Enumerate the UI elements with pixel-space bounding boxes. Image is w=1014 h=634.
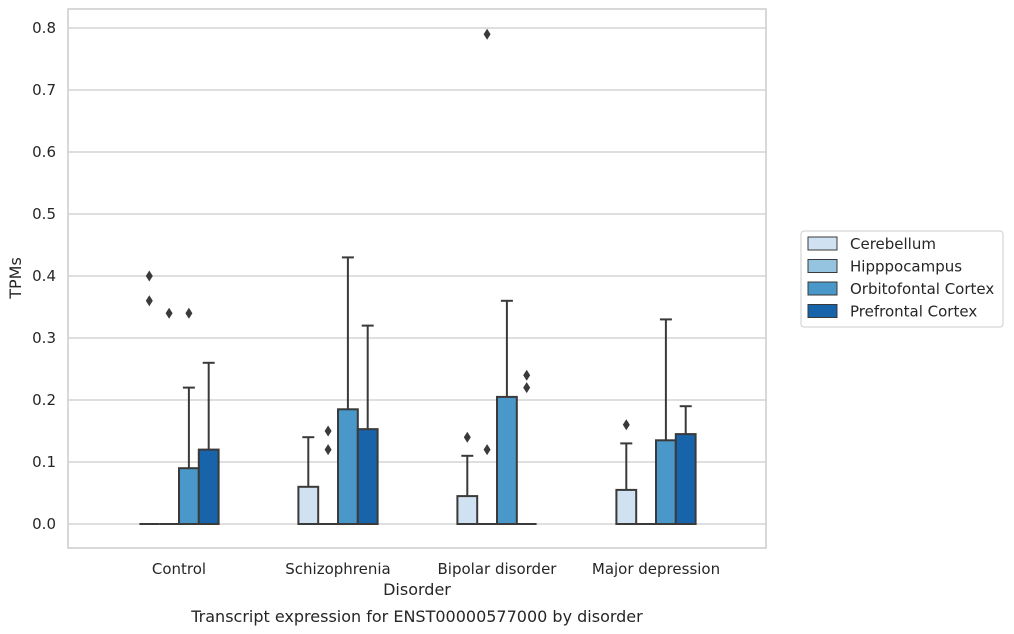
box-hipppocampus xyxy=(318,425,338,525)
y-tick-label: 0.2 xyxy=(32,391,56,409)
y-tick-label: 0.8 xyxy=(32,19,56,37)
box-prefrontal-cortex xyxy=(516,369,537,525)
outlier-point xyxy=(483,444,491,456)
x-tick-label: Schizophrenia xyxy=(285,560,390,578)
box-body xyxy=(356,428,379,526)
box-cerebellum xyxy=(139,270,160,525)
y-tick-label: 0.6 xyxy=(32,143,56,161)
legend-label: Orbitofontal Cortex xyxy=(850,280,994,298)
outlier-point xyxy=(145,295,153,307)
outlier-point xyxy=(324,444,332,456)
chart-caption: Transcript expression for ENST0000057700… xyxy=(190,607,643,626)
box-cerebellum xyxy=(297,436,320,525)
box-hipppocampus xyxy=(477,28,497,525)
y-tick-label: 0.0 xyxy=(32,515,56,533)
legend-frame xyxy=(800,230,1004,328)
legend: Cerebellum Hipppocampus Orbitofontal Corte… xyxy=(800,230,1004,328)
box-body xyxy=(674,433,697,526)
x-tick-label: Control xyxy=(152,560,206,578)
box-layer xyxy=(139,28,697,526)
outlier-point xyxy=(622,419,630,431)
box-cerebellum xyxy=(615,419,638,525)
gridlines xyxy=(68,27,766,525)
box-prefrontal-cortex xyxy=(356,324,379,526)
y-tick-label: 0.3 xyxy=(32,329,56,347)
legend-label: Hipppocampus xyxy=(850,258,962,276)
box-hipppocampus xyxy=(159,307,179,525)
legend-swatch xyxy=(807,236,838,251)
legend-swatch xyxy=(807,304,838,318)
legend-label: Cerebellum xyxy=(850,235,936,253)
box-orbitofontal-cortex xyxy=(655,318,677,525)
box-body xyxy=(297,485,320,525)
y-tick-labels: 0.0 0.1 0.2 0.3 0.4 0.5 0.6 0.7 0.8 xyxy=(32,19,56,533)
box-body xyxy=(197,448,220,526)
outlier-point xyxy=(165,307,173,319)
y-tick-label: 0.4 xyxy=(32,267,56,285)
box-body xyxy=(496,395,518,525)
x-tick-label: Major depression xyxy=(592,560,720,578)
box-cerebellum xyxy=(456,431,479,526)
box-prefrontal-cortex xyxy=(197,361,220,526)
plot-frame xyxy=(67,8,767,549)
x-axis-title: Disorder xyxy=(383,580,451,599)
box-body xyxy=(456,495,479,526)
box-body xyxy=(337,408,359,525)
legend-label: Prefrontal Cortex xyxy=(850,303,977,321)
box-body xyxy=(178,467,200,526)
outlier-point xyxy=(463,431,471,443)
x-tick-labels: Control Schizophrenia Bipolar disorder Majo… xyxy=(152,560,720,578)
box-body xyxy=(655,439,677,525)
box-orbitofontal-cortex xyxy=(337,256,359,525)
y-axis-title: TPMs xyxy=(6,257,25,300)
outlier-point xyxy=(483,28,491,40)
box-orbitofontal-cortex xyxy=(496,299,518,525)
box-body xyxy=(615,488,638,525)
x-tick-label: Bipolar disorder xyxy=(438,560,558,578)
outlier-point xyxy=(324,425,332,437)
legend-swatch xyxy=(807,259,838,273)
y-tick-label: 0.7 xyxy=(32,81,56,99)
legend-swatch xyxy=(807,281,838,296)
box-prefrontal-cortex xyxy=(674,405,697,526)
outlier-point xyxy=(145,270,153,282)
y-tick-label: 0.5 xyxy=(32,205,56,223)
outlier-point xyxy=(185,307,193,319)
y-tick-label: 0.1 xyxy=(32,453,56,471)
outlier-point xyxy=(523,369,531,381)
box-orbitofontal-cortex xyxy=(178,307,200,526)
outlier-point xyxy=(523,382,531,394)
